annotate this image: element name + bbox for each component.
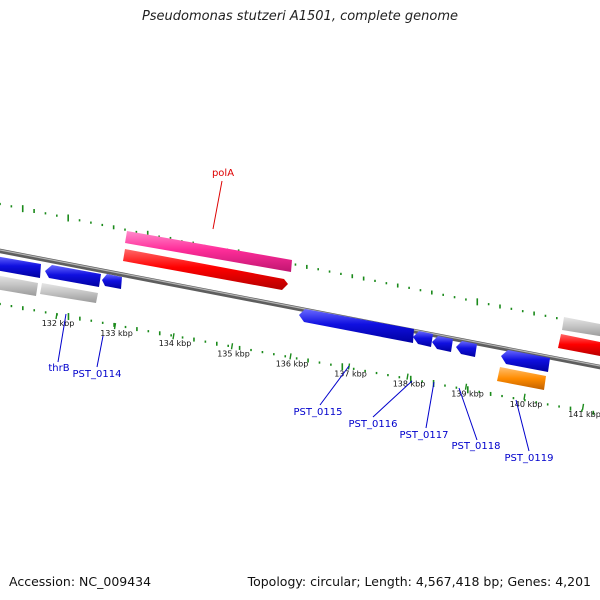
tick-mark bbox=[113, 322, 117, 330]
cds-PST_0116-feature[interactable] bbox=[413, 331, 433, 347]
cds-PST_0114-feature[interactable] bbox=[102, 274, 122, 289]
genes-label: Genes: bbox=[507, 574, 552, 589]
gene-label-PST_0116[interactable]: PST_0116 bbox=[349, 419, 398, 430]
position-ticks: 132 kbp 133 kbp 134 kbp 135 kbp 136 kbp 137 k… bbox=[42, 312, 600, 419]
tick-label: 136 kbp bbox=[276, 359, 309, 368]
cds-PST_0115-feature[interactable] bbox=[299, 309, 414, 343]
cds-PST_0119-feature[interactable] bbox=[501, 350, 550, 372]
gene-labels: polA thrB PST_0114 PST_0115 PST_0116 PST… bbox=[48, 168, 553, 464]
PST_0116-leader-line bbox=[372, 380, 413, 418]
cds-polA-feature[interactable] bbox=[123, 249, 288, 290]
gene-label-PST_0117[interactable]: PST_0117 bbox=[400, 430, 449, 441]
tick-label: 137 kbp bbox=[334, 370, 367, 379]
thrB-leader-line bbox=[57, 313, 67, 363]
cds-left-edge-feature[interactable] bbox=[0, 256, 41, 278]
gene-label-PST_0115[interactable]: PST_0115 bbox=[294, 407, 343, 418]
gene-label-PST_0119[interactable]: PST_0119 bbox=[505, 453, 554, 464]
misc-feature-orange[interactable] bbox=[497, 367, 546, 390]
length-value: 4,567,418 bp bbox=[415, 574, 500, 589]
genome-summary: Topology: circular; Length: 4,567,418 bp… bbox=[247, 574, 591, 589]
tick-label: 134 kbp bbox=[159, 339, 192, 348]
tick-mark bbox=[172, 333, 175, 340]
tick-mark bbox=[406, 373, 409, 380]
forward-features bbox=[123, 231, 600, 357]
topology-label: Topology: bbox=[247, 574, 307, 589]
reverse-features bbox=[0, 256, 550, 390]
gene-left-edge-feature[interactable] bbox=[0, 275, 38, 296]
tick-mark bbox=[230, 343, 234, 350]
accession-label: Accession: bbox=[9, 574, 76, 589]
gene-right-edge-feature[interactable] bbox=[562, 317, 600, 337]
topology-value: circular bbox=[310, 574, 357, 589]
PST_0118-leader-line bbox=[458, 387, 478, 441]
tick-label: 140 kbp bbox=[510, 400, 543, 409]
gene-thrB-feature[interactable] bbox=[40, 283, 98, 303]
tick-mark bbox=[55, 312, 58, 320]
tick-mark bbox=[523, 393, 526, 400]
genes-value: 4,201 bbox=[555, 574, 591, 589]
cds-PST_0118-feature[interactable] bbox=[456, 341, 477, 357]
PST_0115-leader-line bbox=[319, 365, 350, 406]
tick-label: 139 kbp bbox=[451, 390, 484, 399]
tick-label: 132 kbp bbox=[42, 319, 75, 328]
PST_0114-leader-line bbox=[96, 335, 104, 368]
cds-right-edge-feature[interactable] bbox=[558, 334, 600, 357]
gene-label-thrB[interactable]: thrB bbox=[48, 363, 69, 374]
cds-thrB-feature[interactable] bbox=[45, 265, 101, 287]
accession-value: NC_009434 bbox=[79, 574, 152, 589]
gene-label-polA[interactable]: polA bbox=[212, 168, 234, 179]
gene-polA-feature[interactable] bbox=[125, 231, 292, 272]
gene-label-PST_0118[interactable]: PST_0118 bbox=[452, 441, 501, 452]
map-title: Pseudomonas stutzeri A1501, complete gen… bbox=[141, 9, 459, 24]
tick-label: 133 kbp bbox=[100, 329, 133, 338]
PST_0117-leader-line bbox=[425, 381, 435, 429]
gene-label-PST_0114[interactable]: PST_0114 bbox=[73, 369, 122, 380]
backbone bbox=[0, 248, 600, 370]
tick-mark bbox=[289, 353, 292, 360]
length-label: Length: bbox=[364, 574, 412, 589]
cds-PST_0117-feature[interactable] bbox=[432, 336, 453, 352]
tick-mark bbox=[464, 383, 468, 390]
polA-leader-line bbox=[212, 180, 223, 230]
tick-mark bbox=[581, 403, 585, 411]
tick-label: 141 kbp bbox=[568, 410, 600, 419]
accession-info: Accession: NC_009434 bbox=[9, 574, 151, 589]
PST_0119-leader-line bbox=[515, 399, 530, 452]
tick-label: 135 kbp bbox=[217, 349, 250, 358]
